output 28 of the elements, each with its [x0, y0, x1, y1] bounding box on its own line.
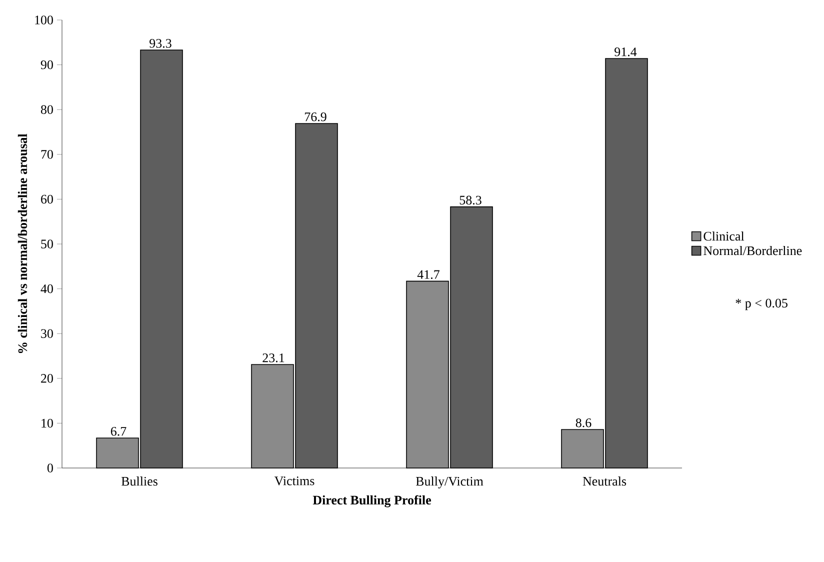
y-tick-label: 90: [40, 60, 53, 70]
y-tick-label: 100: [35, 16, 53, 24]
data-label: 91.4: [614, 48, 637, 56]
x-tick-label: Bully/Victim: [416, 476, 484, 488]
x-tick-label: Victims: [274, 476, 314, 486]
data-label: 41.7: [417, 270, 440, 279]
y-tick-label: 10: [42, 418, 53, 428]
text: * p < 0.05: [736, 298, 788, 310]
data-label: 93.3: [150, 39, 172, 48]
data-label: 58.3: [460, 196, 482, 205]
y-tick-label: 60: [41, 194, 53, 204]
x-tick-label: Bullies: [121, 476, 158, 486]
y-tick-label: 50: [41, 240, 53, 248]
data-label: 76.9: [304, 112, 326, 122]
y-tick-label: 20: [41, 374, 53, 383]
x-axis-title: Direct Bulling Profile: [312, 495, 432, 508]
y-tick-label: 40: [40, 284, 53, 294]
legend-label: Clinical: [704, 231, 744, 241]
data-label: 23.1: [262, 354, 284, 362]
data-label: 6.7: [110, 426, 126, 436]
y-tick-label: 0: [47, 464, 53, 472]
y-axis-title: % clinical vs normal/borderline arousal: [18, 134, 28, 354]
x-tick-label: Neutrals: [582, 476, 626, 486]
data-label: 8.6: [576, 418, 592, 428]
y-tick-label: 80: [40, 105, 53, 114]
y-tick-label: 30: [41, 329, 53, 338]
y-tick-label: 70: [41, 150, 53, 159]
legend-label: Normal/Borderline: [704, 246, 802, 256]
